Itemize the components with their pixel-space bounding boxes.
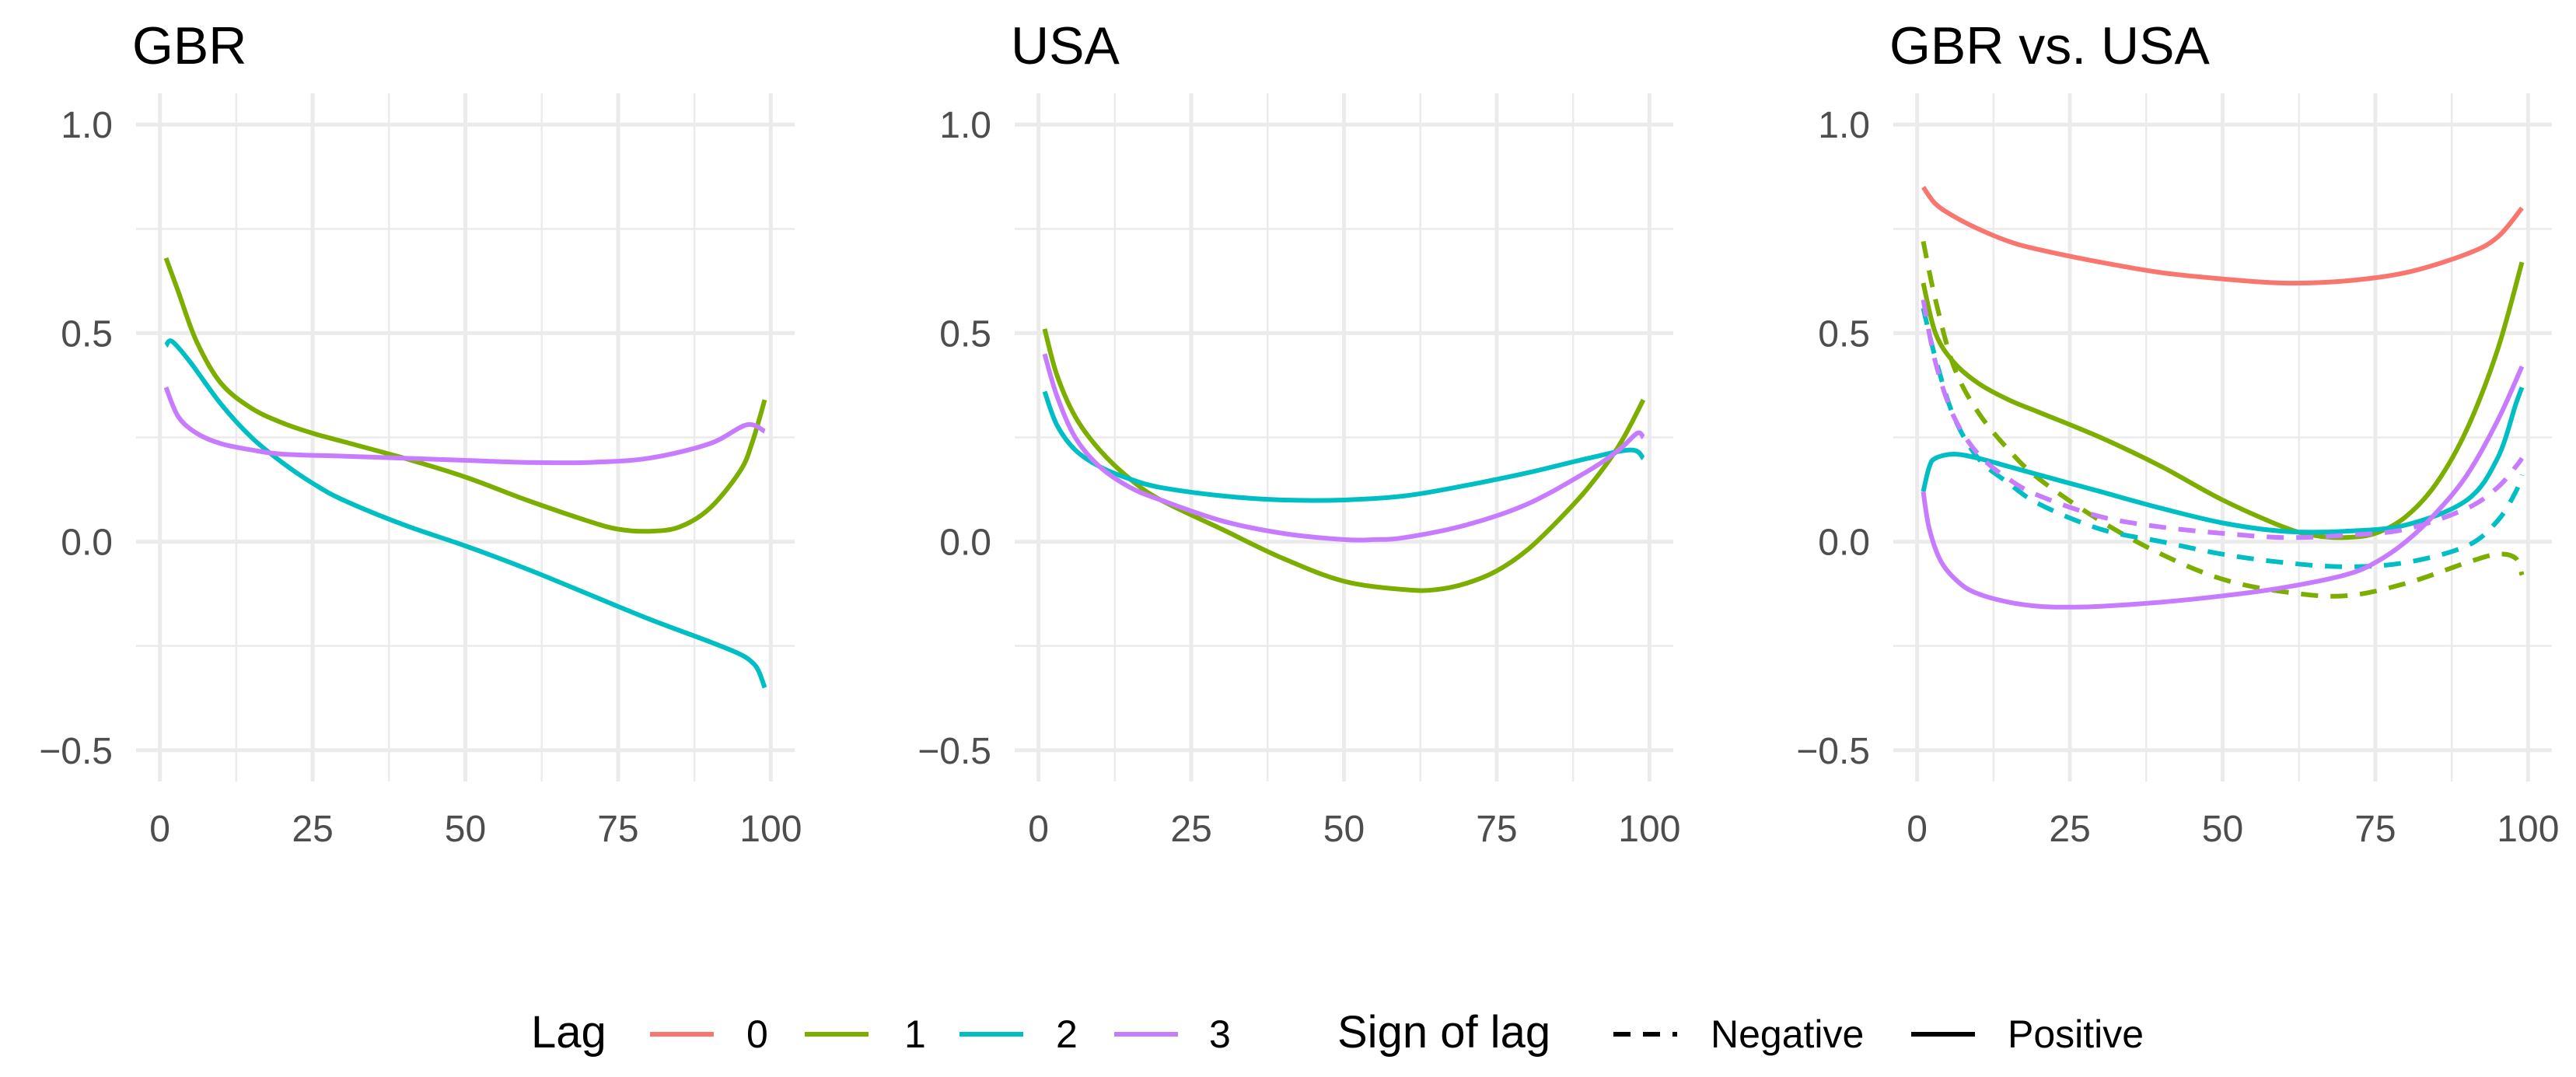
x-tick-label: 100 xyxy=(739,809,802,850)
y-tick-label: 1.0 xyxy=(61,105,113,146)
panels: GBR 0 25 50 75 100 −0.5 0.0 0.5 1.0 USA 0 25 50 75 100 −… xyxy=(39,16,2559,850)
y-tick-label: 0.0 xyxy=(61,523,113,564)
series-lag-1-negative xyxy=(1921,240,2525,599)
x-tick-label: 0 xyxy=(1028,809,1049,850)
y-tick-label: 0.5 xyxy=(1818,313,1870,355)
series-lag-2-positive xyxy=(1921,386,2525,535)
legend-title-lag: Lag xyxy=(531,1007,606,1058)
legend-label-lag-3: 3 xyxy=(1209,1012,1231,1056)
x-tick-label: 50 xyxy=(2202,809,2243,850)
legend-title-sign: Sign of lag xyxy=(1337,1007,1550,1058)
panel-title: USA xyxy=(1011,16,1120,75)
y-tick-label: −0.5 xyxy=(1796,731,1870,772)
x-tick-label: 50 xyxy=(445,809,486,850)
y-tick-label: 1.0 xyxy=(1818,105,1870,146)
series-lag-2-positive xyxy=(164,338,767,689)
x-tick-label: 0 xyxy=(149,809,170,850)
x-tick-label: 75 xyxy=(597,809,638,850)
y-tick-label: 0.0 xyxy=(939,523,991,564)
legend-label-lag-1: 1 xyxy=(904,1012,926,1056)
y-tick-label: 0.5 xyxy=(939,313,991,355)
x-tick-label: 100 xyxy=(1618,809,1680,850)
panel-usa: USA 0 25 50 75 100 −0.5 0.0 0.5 1.0 xyxy=(918,16,1680,850)
legend-label-positive: Positive xyxy=(2008,1012,2144,1056)
series-lag-2-positive xyxy=(1042,390,1645,503)
panel-title: GBR xyxy=(132,16,246,75)
y-tick-label: −0.5 xyxy=(918,731,991,772)
y-tick-label: 0.0 xyxy=(1818,523,1870,564)
x-tick-label: 75 xyxy=(2354,809,2396,850)
x-tick-label: 100 xyxy=(2497,809,2559,850)
series-lag-1-positive xyxy=(1042,328,1646,593)
panel-title: GBR vs. USA xyxy=(1889,16,2210,75)
x-tick-label: 75 xyxy=(1476,809,1517,850)
x-tick-label: 25 xyxy=(292,809,333,850)
series-lag-1-positive xyxy=(163,257,767,534)
legend: Lag 0 1 2 3 Sign of lag Negative Positiv… xyxy=(531,1007,2144,1058)
x-tick-label: 25 xyxy=(2049,809,2090,850)
panel-gbr: GBR 0 25 50 75 100 −0.5 0.0 0.5 1.0 xyxy=(39,16,802,850)
series-lag-3-negative xyxy=(1921,299,2524,540)
legend-label-lag-0: 0 xyxy=(746,1012,768,1056)
y-tick-label: −0.5 xyxy=(39,731,113,772)
x-tick-label: 50 xyxy=(1323,809,1365,850)
series-lag-3-positive xyxy=(1042,353,1645,543)
legend-label-negative: Negative xyxy=(1711,1012,1864,1056)
y-tick-label: 0.5 xyxy=(61,313,113,355)
series-lag-1-positive xyxy=(1921,261,2525,540)
panel-gbr-vs-usa: GBR vs. USA 0 25 50 75 100 −0.5 0.0 0.5 1.0 xyxy=(1796,16,2559,850)
y-tick-label: 1.0 xyxy=(939,105,991,146)
legend-label-lag-2: 2 xyxy=(1056,1012,1078,1056)
series-lag-0-positive xyxy=(1921,185,2524,286)
x-tick-label: 25 xyxy=(1170,809,1211,850)
series-lag-3-positive xyxy=(163,386,766,466)
series-lag-3-positive xyxy=(1921,365,2525,610)
series-lag-2-negative xyxy=(1921,307,2525,569)
x-tick-label: 0 xyxy=(1907,809,1928,850)
